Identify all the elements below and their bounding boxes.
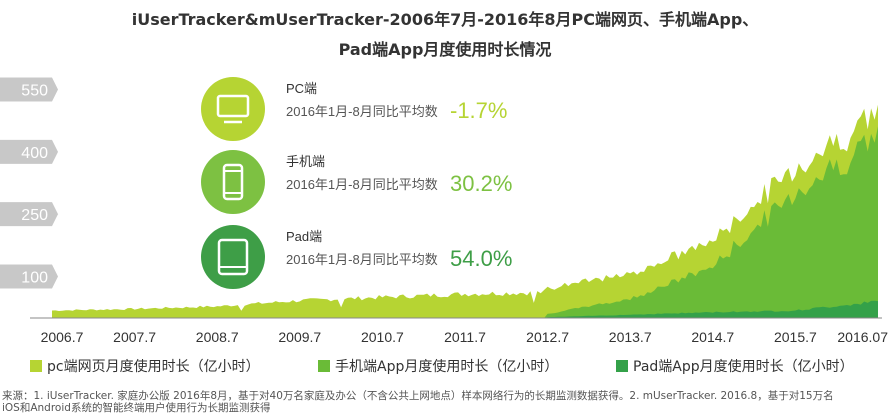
info-circle-1 (201, 150, 265, 214)
tablet-icon (217, 238, 249, 276)
legend-label: Pad端App月度使用时长（亿小时） (633, 359, 854, 375)
x-tick-label: 2012.7 (526, 329, 569, 345)
x-tick-label: 2009.7 (278, 329, 321, 345)
y-tick-tag-100 (0, 264, 58, 289)
x-tick-label: 2014.7 (691, 329, 734, 345)
info-label-0: PC端 (286, 81, 317, 96)
legend-item: pc端网页月度使用时长（亿小时） (30, 356, 260, 376)
pad-area (52, 300, 878, 318)
source-line-2: iOS和Android系统的智能终端用户使用行为长期监测获得 (2, 402, 271, 414)
info-circle-2 (201, 225, 265, 289)
y-tick-tag-250 (0, 202, 58, 227)
y-tick-label: 550 (21, 83, 48, 100)
area-chart: 100 250 400 550 2006.7 2007.7 2008.7 2009.7 2010… (0, 77, 888, 345)
legend-item: 手机端App月度使用时长（亿小时） (318, 356, 558, 376)
y-tick-tag-400 (0, 139, 58, 164)
legend-swatch (318, 360, 330, 372)
info-desc-1: 2016年1月-8月同比平均数 (286, 177, 438, 192)
info-label-2: Pad端 (286, 229, 322, 244)
info-circle-0 (201, 77, 265, 141)
mobile-area (52, 126, 878, 319)
legend-item: Pad端App月度使用时长（亿小时） (616, 356, 854, 376)
y-tick-label: 400 (21, 145, 48, 162)
x-tick-label: 2007.7 (113, 329, 156, 345)
x-tick-label: 2013.7 (609, 329, 652, 345)
legend-label: pc端网页月度使用时长（亿小时） (47, 359, 260, 375)
x-tick-label: 2010.7 (361, 329, 404, 345)
info-label-1: 手机端 (286, 154, 325, 169)
x-tick-label: 2008.7 (196, 329, 239, 345)
info-value-0: -1.7% (450, 98, 507, 123)
y-tick-label: 100 (21, 269, 48, 286)
chart-title-line2: Pad端App月度使用时长情况 (338, 40, 552, 59)
legend-label: 手机端App月度使用时长（亿小时） (335, 359, 559, 375)
legend-swatch (30, 360, 42, 372)
monitor-icon (216, 94, 250, 118)
info-desc-2: 2016年1月-8月同比平均数 (286, 252, 438, 267)
x-tick-label: 2016.07 (837, 329, 888, 345)
x-tick-label: 2006.7 (41, 329, 84, 345)
x-tick-label: 2015.7 (774, 329, 817, 345)
info-value-2: 54.0% (450, 246, 512, 271)
legend-swatch (616, 360, 628, 372)
source-line-1: 来源：1. iUserTracker. 家庭办公版 2016年8月，基于对40万… (2, 390, 834, 402)
x-tick-label: 2011.7 (444, 329, 486, 345)
y-tick-label: 250 (21, 207, 48, 224)
info-desc-0: 2016年1月-8月同比平均数 (286, 104, 438, 119)
pc-area (52, 104, 878, 318)
phone-icon (222, 163, 244, 201)
chart-title-line1: iUserTracker&mUserTracker-2006年7月-2016年8… (131, 10, 759, 29)
y-tick-tag-550 (0, 77, 58, 102)
source-note: 来源：1. iUserTracker. 家庭办公版 2016年8月，基于对40万… (2, 390, 888, 414)
info-value-1: 30.2% (450, 171, 512, 196)
